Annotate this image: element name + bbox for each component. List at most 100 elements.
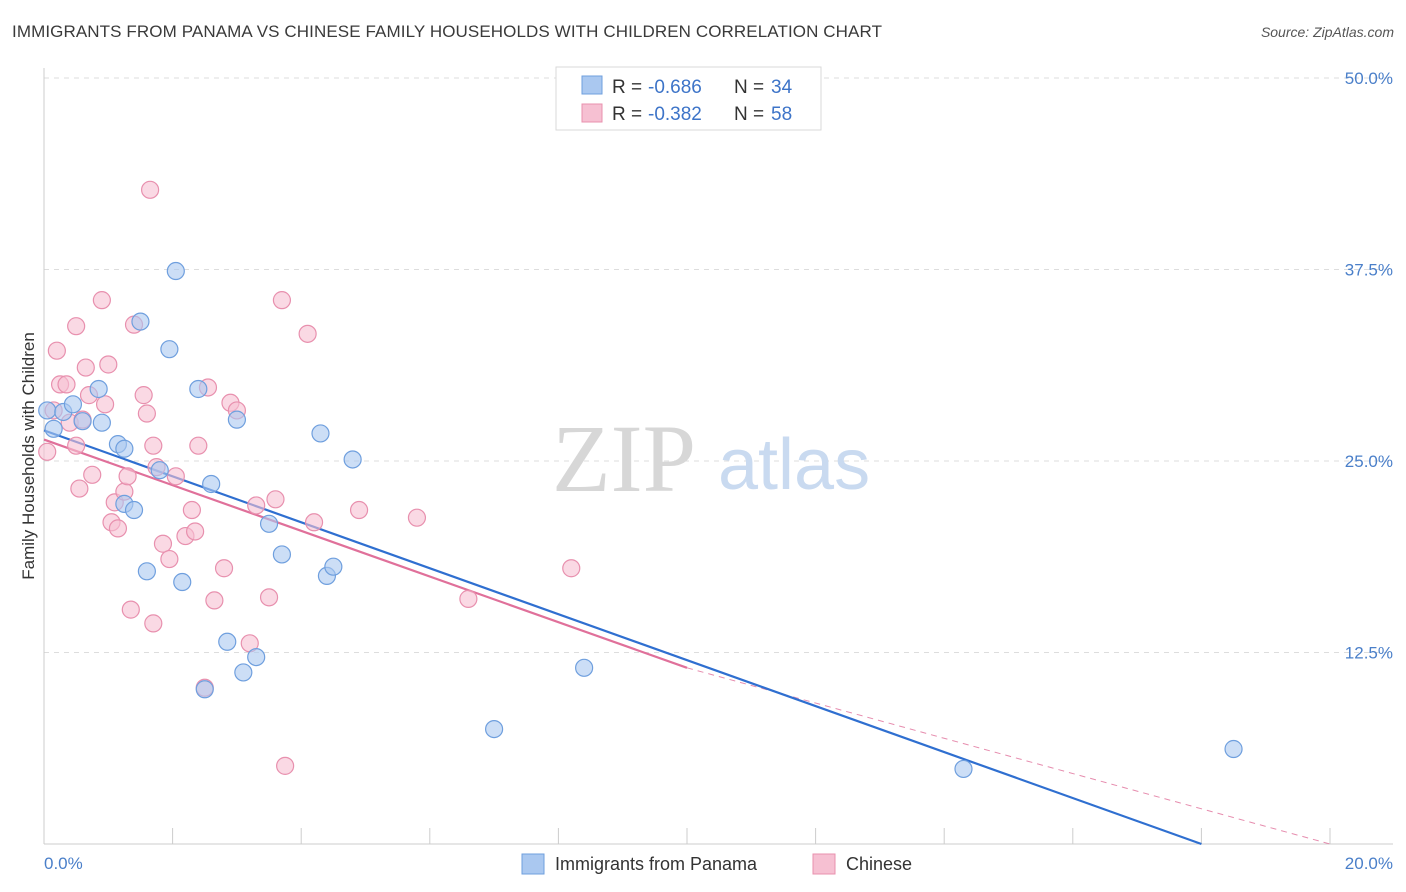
y-tick-label-0: 12.5%: [1345, 644, 1393, 663]
bottom-legend-swatch-panama: [521, 853, 545, 875]
legend-n-label-1: N =: [734, 77, 764, 98]
panama-point-29: [343, 450, 362, 469]
chinese-point-7: [67, 317, 86, 336]
legend-n-value-1: 34: [771, 77, 793, 98]
chinese-point-46: [272, 291, 292, 310]
chinese-point-48: [298, 324, 317, 343]
panama-point-31: [575, 658, 594, 677]
legend-n-value-2: 58: [771, 104, 792, 125]
watermark-zip: ZIP: [552, 405, 696, 512]
chinese-point-14: [95, 395, 115, 414]
panama-point-11: [131, 312, 150, 331]
chinese-point-26: [144, 614, 163, 633]
panama-point-30: [485, 719, 504, 739]
chinese-point-45: [266, 490, 285, 509]
chinese-point-44: [259, 588, 279, 607]
chinese-trend-line: [43, 438, 688, 669]
panama-point-15: [166, 261, 185, 281]
panama-point-1: [44, 419, 63, 438]
legend-r-label-2: R =: [612, 104, 642, 125]
chinese-point-23: [134, 386, 153, 405]
legend-swatch-chinese: [581, 103, 603, 123]
chinese-point-12: [83, 465, 102, 484]
chinese-point-2: [47, 341, 66, 360]
bottom-legend: Immigrants from Panama Chinese: [521, 853, 912, 875]
chinese-point-25: [140, 180, 160, 199]
chinese-point-10: [76, 358, 95, 377]
chinese-point-30: [160, 549, 179, 569]
panama-point-25: [272, 545, 292, 564]
y-tick-label-2: 37.5%: [1345, 261, 1393, 280]
chinese-point-21: [121, 600, 140, 619]
chinese-point-52: [459, 589, 478, 608]
chinese-point-4: [57, 375, 76, 394]
panama-point-8: [115, 439, 134, 458]
y-tick-label-3: 50.0%: [1345, 69, 1393, 88]
x-tick-label-max: 20.0%: [1345, 854, 1393, 873]
legend-n-label-2: N =: [734, 104, 764, 125]
y-tick-labels: 12.5% 25.0% 37.5% 50.0%: [1345, 69, 1393, 663]
chinese-point-0: [38, 442, 57, 461]
chinese-point-49: [304, 513, 324, 532]
chinese-point-6: [67, 436, 86, 455]
data-points: [38, 180, 1243, 779]
chinese-point-34: [186, 522, 205, 541]
panama-point-32: [954, 759, 973, 779]
chinese-point-27: [144, 436, 163, 455]
chinese-point-29: [153, 534, 173, 553]
panama-point-24: [259, 514, 279, 533]
chinese-point-20: [118, 467, 137, 486]
x-tick-label-min: 0.0%: [44, 854, 83, 873]
panama-point-10: [124, 500, 144, 520]
panama-point-13: [150, 461, 169, 480]
legend-r-label-1: R =: [612, 77, 642, 98]
chinese-point-31: [166, 467, 185, 486]
panama-point-12: [137, 562, 156, 581]
panama-point-19: [202, 474, 221, 494]
legend-r-value-2: -0.382: [648, 104, 702, 125]
panama-point-14: [160, 340, 179, 359]
chinese-point-33: [182, 500, 201, 520]
chinese-point-51: [407, 508, 427, 527]
bottom-legend-label-panama: Immigrants from Panama: [555, 854, 758, 874]
chinese-point-50: [349, 500, 369, 520]
chinese-point-47: [276, 756, 295, 775]
panama-point-20: [218, 632, 237, 651]
top-legend: R = -0.686 N = 34 R = -0.382 N = 58: [555, 66, 822, 131]
panama-point-17: [189, 379, 208, 399]
panama-point-26: [311, 424, 330, 443]
bottom-legend-swatch-chinese: [812, 853, 836, 875]
chinese-point-24: [137, 404, 156, 423]
chinese-point-8: [70, 479, 89, 498]
panama-point-33: [1224, 739, 1243, 759]
chinese-point-39: [214, 559, 234, 578]
bottom-legend-label-chinese: Chinese: [846, 854, 912, 874]
panama-trend-line: [43, 429, 1202, 846]
panama-point-16: [173, 572, 192, 592]
panama-point-0: [38, 401, 57, 420]
chinese-point-18: [108, 519, 128, 538]
chinese-point-43: [247, 496, 266, 515]
panama-point-5: [89, 379, 108, 399]
source-label: Source: ZipAtlas.com: [1260, 24, 1394, 40]
chinese-trend-extension: [686, 667, 1331, 845]
chinese-point-13: [92, 291, 111, 310]
chinese-point-38: [205, 591, 224, 610]
y-tick-label-1: 25.0%: [1345, 452, 1393, 471]
panama-point-21: [227, 410, 246, 429]
legend-swatch-panama: [581, 75, 603, 95]
chinese-point-15: [99, 355, 118, 374]
panama-point-3: [63, 395, 83, 414]
panama-point-4: [73, 412, 92, 431]
panama-point-22: [234, 663, 253, 682]
chinese-point-35: [189, 436, 208, 455]
panama-point-6: [92, 413, 111, 432]
chart-title: IMMIGRANTS FROM PANAMA VS CHINESE FAMILY…: [12, 22, 883, 41]
watermark-atlas: atlas: [718, 425, 870, 505]
y-axis-label: Family Households with Children: [19, 332, 38, 580]
legend-r-value-1: -0.686: [648, 77, 702, 98]
panama-point-28: [324, 557, 343, 576]
grid-lines: [44, 77, 1393, 653]
chinese-point-53: [562, 559, 581, 578]
